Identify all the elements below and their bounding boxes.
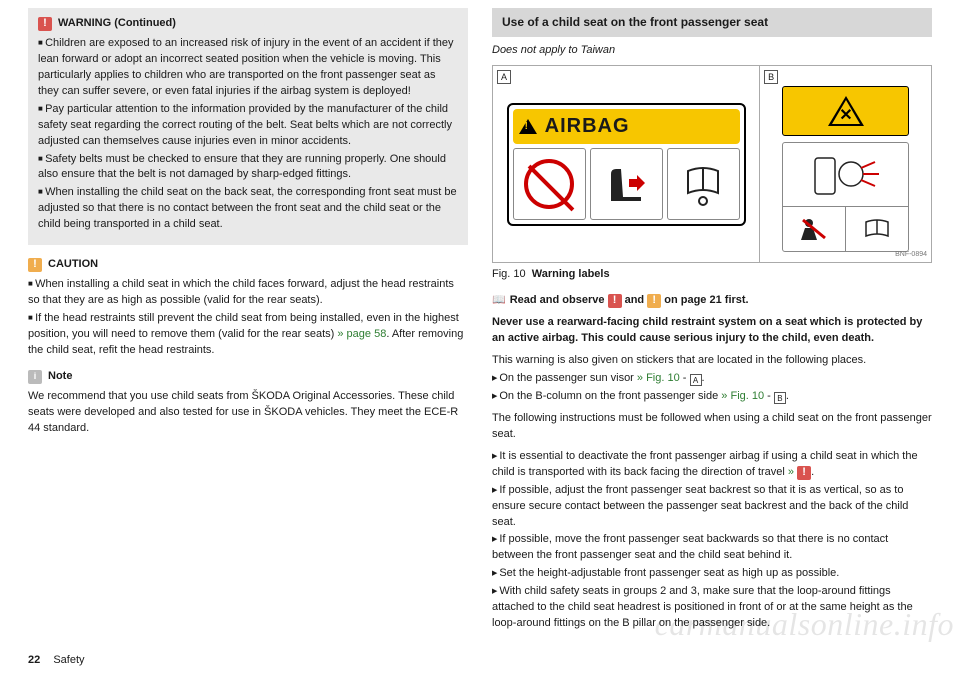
warning-box: ! WARNING (Continued) Children are expos… [28,8,468,245]
inline-tag-a: A [690,374,702,386]
note-title-text: Note [48,369,72,385]
section-name: Safety [53,654,84,666]
warning-item: Safety belts must be checked to ensure t… [38,152,458,184]
fig-link[interactable]: » Fig. 10 [637,372,680,384]
figure-title: Warning labels [532,268,610,280]
figure-caption: Fig. 10 Warning labels [492,267,932,283]
caution-icon: ! [28,258,42,272]
pictogram-seatbelt [783,207,846,252]
left-column: ! WARNING (Continued) Children are expos… [28,8,468,634]
airbag-word: AIRBAG [545,112,630,141]
read-observe-line: Read and observe ! and ! on page 21 firs… [492,293,932,309]
note-body: We recommend that you use child seats fr… [28,389,468,437]
fig-link[interactable]: » Fig. 10 [721,390,764,402]
watermark: carmanualsonline.info [655,601,954,647]
pictogram-seat-adjust [590,148,663,220]
ref-link[interactable]: » [788,466,797,478]
warning-icon: ! [608,294,622,308]
airbag-sunvisor-label: AIRBAG [507,103,746,226]
sticker-text: On the B-column on the front passenger s… [499,390,721,402]
figure-panel-b: B ✕ [760,66,931,262]
b-pillar-warning-top: ✕ [782,86,909,136]
page-number: 22 [28,654,40,666]
warning-item: When installing the child seat on the ba… [38,185,458,233]
section-title-bar: Use of a child seat on the front passeng… [492,8,932,37]
caution-heading: ! CAUTION [28,257,468,273]
panel-tag-b: B [764,70,778,84]
svg-text:✕: ✕ [839,107,852,124]
instruction-item: It is essential to deactivate the front … [492,449,932,481]
caution-item: If the head restraints still prevent the… [28,311,468,359]
page-link[interactable]: » page 58 [337,328,386,340]
pictogram-airbag-impact [783,143,908,206]
region-note: Does not apply to Taiwan [492,43,932,59]
sticker-intro: This warning is also given on stickers t… [492,353,932,369]
instruction-text: . [811,466,814,478]
instruction-item: If possible, move the front passenger se… [492,532,932,564]
warning-icon: ! [38,17,52,31]
pictogram-no-rear-seat [513,148,586,220]
sticker-text: On the passenger sun visor [499,372,637,384]
warning-item: Pay particular attention to the informat… [38,102,458,150]
never-warning: Never use a rearward-facing child restra… [492,315,932,347]
note-icon: i [28,370,42,384]
caution-title-text: CAUTION [48,257,98,273]
instruction-item: Set the height-adjustable front passenge… [492,566,932,582]
note-heading: i Note [28,369,468,385]
read-observe-text: on page 21 first. [661,294,748,306]
pictogram-manual-small [846,207,908,252]
b-pillar-warning-body [782,142,909,252]
figure-ref-code: BNF-0894 [895,250,927,260]
inline-tag-b: B [774,392,786,404]
caution-item: When installing a child seat in which th… [28,277,468,309]
sticker-location: On the passenger sun visor » Fig. 10 - A… [492,371,932,387]
caution-icon: ! [647,294,661,308]
pictogram-read-manual [667,148,740,220]
instruction-text: It is essential to deactivate the front … [492,450,918,478]
warning-heading: ! WARNING (Continued) [38,16,458,32]
book-icon [492,294,510,306]
figure-10: A AIRBAG [492,65,932,263]
warning-icon: ! [797,466,811,480]
figure-panel-a: A AIRBAG [493,66,760,262]
right-column: Use of a child seat on the front passeng… [492,8,932,634]
sticker-location: On the B-column on the front passenger s… [492,389,932,405]
hazard-triangle-icon [519,119,537,134]
read-observe-text: Read and observe [510,294,608,306]
warning-item: Children are exposed to an increased ris… [38,36,458,100]
page-footer: 22 Safety [28,653,85,669]
instructions-intro: The following instructions must be follo… [492,411,932,443]
instruction-item: If possible, adjust the front passenger … [492,483,932,531]
read-observe-text: and [622,294,648,306]
panel-tag-a: A [497,70,511,84]
figure-number: Fig. 10 [492,268,526,280]
warning-title-text: WARNING (Continued) [58,16,176,32]
